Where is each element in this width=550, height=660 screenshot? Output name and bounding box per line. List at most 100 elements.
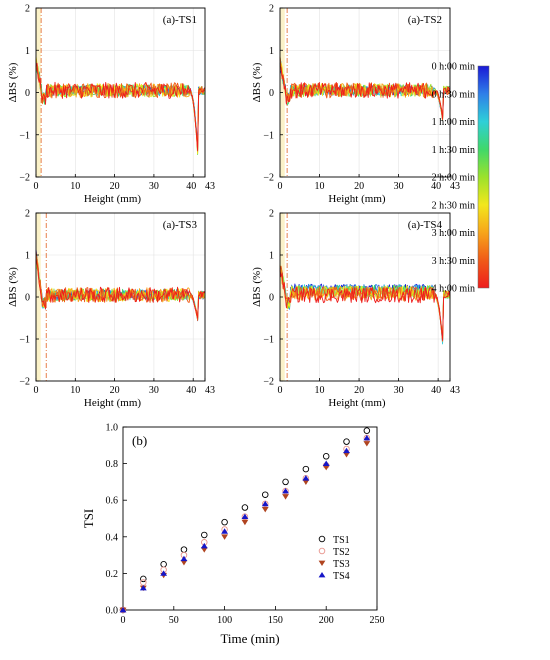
y-tick-label: 2 (25, 4, 30, 15)
series-line-7 (35, 66, 206, 151)
data-point (302, 465, 310, 473)
x-tick-label: 200 (319, 615, 334, 626)
series-line-4 (35, 58, 206, 154)
x-tick-label: 0 (278, 385, 283, 396)
data-point (282, 487, 289, 494)
x-axis-label: Height (mm) (328, 193, 385, 205)
series-line-2 (35, 257, 206, 320)
x-tick-label: 10 (315, 181, 325, 192)
x-tick-label: 43 (450, 181, 460, 192)
legend-marker (318, 571, 326, 578)
legend-marker (318, 535, 326, 543)
y-tick-label: 1 (269, 251, 274, 262)
data-point (180, 560, 188, 566)
y-tick-label: −2 (19, 173, 30, 184)
data-point (363, 427, 371, 434)
panel-title: (b) (132, 433, 147, 448)
x-tick-label: 40 (431, 385, 441, 396)
data-point (140, 575, 147, 583)
legend-label: TS4 (333, 571, 350, 582)
data-point (221, 518, 228, 526)
data-point (119, 606, 127, 613)
x-tick-label: 40 (186, 181, 196, 192)
x-axis-label: Height (mm) (328, 397, 385, 409)
y-tick-label: 0 (269, 88, 274, 99)
time-series-group (279, 56, 451, 121)
y-axis-label: ΔBS (%) (7, 267, 19, 307)
y-tick-label: −2 (263, 377, 274, 388)
data-point (363, 434, 371, 441)
x-tick-label: 30 (149, 385, 159, 396)
data-point (322, 464, 330, 471)
x-tick-label: 43 (450, 385, 460, 396)
data-point (241, 519, 249, 526)
data-point (282, 494, 289, 500)
data-point (201, 531, 208, 539)
y-tick-label: 0 (25, 293, 30, 304)
series-ts4 (119, 434, 371, 613)
data-point (343, 438, 350, 445)
series-line-3 (35, 256, 206, 321)
series-line-4 (279, 265, 451, 341)
x-tick-label: 20 (354, 181, 364, 192)
series-line-8 (279, 269, 451, 341)
series-line-0 (35, 249, 206, 321)
data-point (261, 506, 269, 513)
time-series-group (35, 249, 206, 322)
x-tick-label: 20 (110, 385, 120, 396)
data-point (241, 504, 249, 511)
y-tick-label: 1.0 (106, 423, 119, 434)
data-point (160, 561, 167, 568)
x-tick-label: 0 (34, 385, 39, 396)
legend-label: TS3 (333, 559, 350, 570)
x-tick-label: 0 (121, 615, 126, 626)
data-point (261, 500, 269, 507)
x-tick-label: 20 (354, 385, 364, 396)
y-tick-label: 2 (269, 4, 274, 15)
y-tick-label: −2 (263, 173, 274, 184)
data-point (140, 579, 147, 586)
y-tick-label: 0 (269, 293, 274, 304)
colorbar-label: 1 h:30 min (432, 145, 475, 156)
colorbar-label: 2 h:00 min (432, 173, 475, 184)
y-tick-label: 0.6 (106, 496, 119, 507)
x-tick-label: 30 (394, 385, 404, 396)
series-line-3 (35, 67, 206, 155)
legend-marker (318, 560, 326, 567)
time-series-group (279, 264, 451, 345)
series-line-1 (35, 65, 206, 147)
data-point (241, 513, 249, 520)
x-tick-label: 30 (149, 181, 159, 192)
colorbar-label: 0 h:30 min (432, 89, 475, 100)
x-tick-label: 30 (394, 181, 404, 192)
x-tick-label: 250 (370, 615, 385, 626)
colorbar-label: 3 h:30 min (432, 256, 475, 267)
y-tick-label: 0 (25, 88, 30, 99)
x-tick-label: 10 (70, 181, 80, 192)
data-point (200, 542, 208, 549)
y-tick-label: 2 (269, 209, 274, 220)
series-line-7 (35, 251, 206, 321)
series-line-1 (35, 254, 206, 322)
y-tick-label: 0.4 (106, 532, 119, 543)
y-tick-label: 1 (269, 46, 274, 57)
series-line-0 (279, 267, 451, 344)
colorbar-bar (477, 65, 490, 289)
x-axis-label: Height (mm) (84, 193, 141, 205)
x-tick-label: 100 (217, 615, 232, 626)
y-tick-label: −2 (19, 377, 30, 388)
colorbar-label: 3 h:00 min (432, 228, 475, 239)
y-axis-label: ΔBS (%) (251, 62, 263, 102)
y-tick-label: 0.2 (106, 569, 119, 580)
x-axis-label: Time (min) (220, 631, 279, 646)
data-point (343, 452, 350, 458)
data-point (282, 478, 289, 486)
panel-title: (a)-TS4 (408, 219, 443, 231)
y-tick-label: −1 (19, 335, 30, 346)
series-line-8 (35, 62, 206, 152)
data-point (221, 534, 228, 540)
delta-bs-panel-3: 0 10 20 30 40 43 −2 −1 0 1 2 Height (mm) ΔBS (%) (a)-… (7, 209, 215, 410)
series-line-2 (279, 266, 451, 345)
